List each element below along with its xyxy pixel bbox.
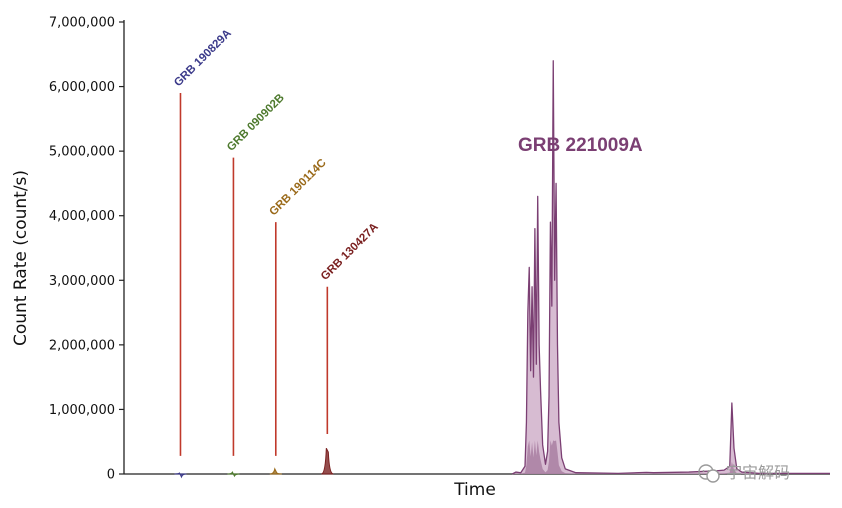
burst-lightcurve <box>227 470 240 478</box>
burst-lightcurve <box>321 447 334 475</box>
main-burst-fill <box>512 60 830 474</box>
y-tick-label: 7,000,000 <box>49 16 115 31</box>
axes <box>123 20 830 475</box>
burst-label: GRB 130427A <box>319 221 381 283</box>
y-tick-label: 5,000,000 <box>49 145 115 160</box>
wechat-icon <box>698 464 720 483</box>
burst-lightcurve <box>174 472 187 479</box>
y-tick-label: 2,000,000 <box>49 338 115 353</box>
y-axis-ticks: 0 1,000,000 2,000,000 3,000,000 4,000,000 5,0… <box>49 16 124 483</box>
y-tick-label: 4,000,000 <box>49 209 115 224</box>
chart-title: GRB 221009A <box>518 135 643 156</box>
burst-label: GRB 090902B <box>225 92 287 154</box>
y-tick-label: 3,000,000 <box>49 274 115 289</box>
x-axis-title: Time <box>453 480 496 500</box>
main-burst-line <box>511 60 830 475</box>
grb-221009a-lightcurve <box>511 60 830 475</box>
y-tick-label: 6,000,000 <box>49 80 115 95</box>
y-tick-label: 1,000,000 <box>49 403 115 418</box>
burst-label: GRB 190114C <box>267 157 328 218</box>
y-tick-label: 0 <box>107 468 115 483</box>
watermark: 宇宙解码 <box>698 463 790 483</box>
burst-lightcurve <box>269 467 282 475</box>
burst-label: GRB 190829A <box>172 27 234 89</box>
y-axis-title: Count Rate (count/s) <box>11 170 31 346</box>
watermark-text: 宇宙解码 <box>726 463 790 482</box>
